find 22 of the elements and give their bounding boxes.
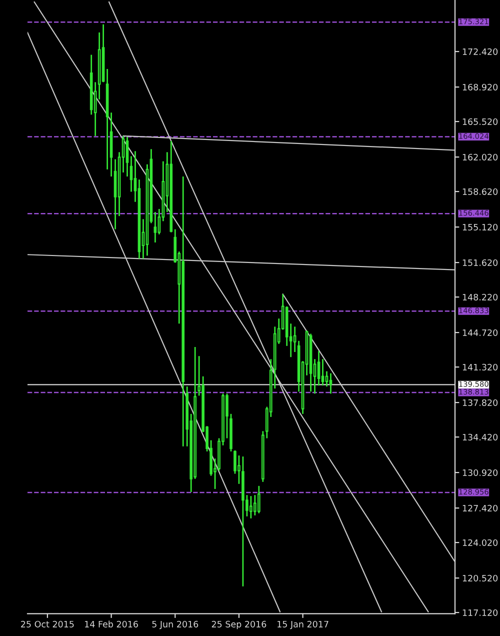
y-tick-label: 158.620 [462,188,498,195]
x-tick-label: 14 Feb 2016 [85,620,138,628]
x-tick-label: 5 Jun 2016 [152,620,198,630]
y-tick-label: 162.020 [462,154,498,160]
y-tick-label: 141.320 [462,364,498,370]
y-tick-label: 151.620 [462,259,498,266]
x-tick-label: 25 Sep 2016 [212,620,266,630]
y-tick-label: 120.520 [462,574,498,582]
y-tick-label: 124.020 [462,539,498,546]
x-tick-label: 15 Jan 2017 [278,620,328,630]
y-tick-label: 165.520 [462,118,498,125]
y-tick-label: 130.920 [462,469,498,476]
y-tick-label: 117.120 [462,609,498,616]
y-tick-label: 168.920 [462,84,498,90]
x-tick-label: 25 Oct 2015 [21,620,74,628]
y-tick-label: 172.420 [462,48,498,55]
y-tick-label: 144.720 [462,329,498,336]
y-tick-label: 127.420 [462,504,498,512]
y-tick-label: 137.820 [462,399,498,406]
y-tick-label: 155.120 [462,224,498,230]
y-tick-label: 134.420 [462,434,498,440]
y-tick-label: 148.220 [462,294,498,300]
